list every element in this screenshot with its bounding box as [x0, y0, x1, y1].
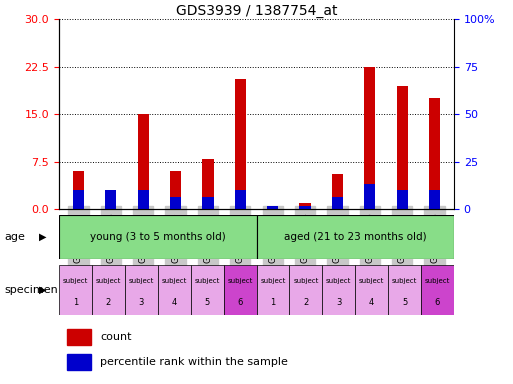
Bar: [224, 265, 256, 315]
Bar: [202, 197, 213, 209]
Text: aged (21 to 23 months old): aged (21 to 23 months old): [284, 232, 427, 242]
Text: 3: 3: [336, 298, 342, 307]
Text: subject: subject: [326, 278, 351, 284]
Bar: [322, 265, 355, 315]
Bar: [105, 190, 116, 209]
Bar: [92, 265, 125, 315]
Text: 1: 1: [270, 298, 275, 307]
Bar: [234, 190, 246, 209]
Bar: [300, 203, 311, 209]
Bar: [289, 265, 322, 315]
Bar: [397, 86, 408, 209]
Text: specimen: specimen: [4, 285, 58, 295]
Text: subject: subject: [96, 278, 121, 284]
Text: percentile rank within the sample: percentile rank within the sample: [101, 357, 288, 367]
Bar: [67, 354, 91, 370]
Text: 6: 6: [435, 298, 440, 307]
Text: age: age: [4, 232, 25, 242]
Text: count: count: [101, 332, 132, 342]
Bar: [332, 174, 343, 209]
Bar: [202, 159, 213, 209]
Text: ▶: ▶: [39, 285, 46, 295]
Title: GDS3939 / 1387754_at: GDS3939 / 1387754_at: [176, 4, 337, 18]
Bar: [364, 184, 376, 209]
Bar: [59, 265, 92, 315]
Text: subject: subject: [392, 278, 417, 284]
Bar: [158, 265, 191, 315]
Text: ▶: ▶: [39, 232, 46, 242]
Bar: [170, 171, 181, 209]
Text: subject: subject: [359, 278, 384, 284]
Bar: [234, 79, 246, 209]
Text: subject: subject: [129, 278, 154, 284]
Text: 4: 4: [369, 298, 374, 307]
Text: 2: 2: [106, 298, 111, 307]
Text: 6: 6: [238, 298, 243, 307]
Bar: [300, 206, 311, 209]
Bar: [429, 190, 440, 209]
Bar: [267, 207, 279, 209]
Text: 5: 5: [205, 298, 210, 307]
Bar: [364, 67, 376, 209]
Text: subject: subject: [63, 278, 88, 284]
Bar: [73, 190, 84, 209]
Text: subject: subject: [293, 278, 319, 284]
Text: subject: subject: [260, 278, 286, 284]
Text: 1: 1: [73, 298, 78, 307]
Bar: [397, 190, 408, 209]
Text: subject: subject: [425, 278, 450, 284]
Bar: [125, 265, 158, 315]
Bar: [137, 190, 149, 209]
Bar: [256, 215, 454, 259]
Bar: [332, 197, 343, 209]
Bar: [429, 98, 440, 209]
Text: subject: subject: [162, 278, 187, 284]
Bar: [59, 215, 256, 259]
Bar: [256, 265, 289, 315]
Bar: [388, 265, 421, 315]
Bar: [137, 114, 149, 209]
Bar: [355, 265, 388, 315]
Text: 2: 2: [303, 298, 308, 307]
Bar: [421, 265, 454, 315]
Bar: [105, 190, 116, 209]
Bar: [73, 171, 84, 209]
Bar: [170, 197, 181, 209]
Text: young (3 to 5 months old): young (3 to 5 months old): [90, 232, 226, 242]
Text: 3: 3: [139, 298, 144, 307]
Text: 4: 4: [171, 298, 177, 307]
Bar: [191, 265, 224, 315]
Bar: [267, 206, 279, 209]
Text: subject: subject: [227, 278, 253, 284]
Text: 5: 5: [402, 298, 407, 307]
Text: subject: subject: [194, 278, 220, 284]
Bar: [67, 329, 91, 345]
